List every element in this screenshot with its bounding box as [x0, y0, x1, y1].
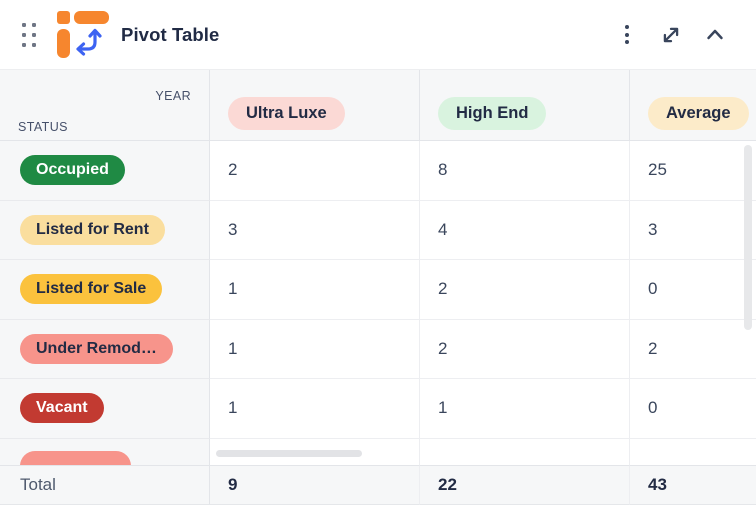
widget-title: Pivot Table: [121, 23, 220, 45]
vertical-scrollbar[interactable]: [744, 145, 752, 330]
data-cell: 3: [210, 200, 420, 260]
collapse-button[interactable]: [698, 18, 732, 52]
row-header-under-remodel: Under Remod…: [0, 319, 210, 379]
data-cell: 0: [630, 260, 756, 320]
status-pill: Listed for Sale: [20, 274, 163, 305]
column-pill: Ultra Luxe: [228, 97, 345, 130]
total-row-label: Total: [0, 464, 210, 505]
total-cell: 9: [210, 464, 420, 505]
data-cell: 4: [420, 200, 630, 260]
row-header-listed-for-sale: Listed for Sale: [0, 260, 210, 320]
total-cell: 22: [420, 464, 630, 505]
row-header-listed-for-rent: Listed for Rent: [0, 200, 210, 260]
data-cell: 2: [210, 141, 420, 201]
clipped-data-cell: [210, 438, 420, 465]
data-cell: 1: [210, 260, 420, 320]
data-cell: 2: [630, 319, 756, 379]
clipped-data-cell: [420, 438, 630, 465]
expand-button[interactable]: [654, 18, 688, 52]
status-pill: Occupied: [20, 155, 125, 186]
status-pill: Listed for Rent: [20, 214, 165, 245]
column-header-average: Average: [630, 70, 756, 141]
status-pill-clipped: [20, 450, 131, 465]
column-pill: High End: [438, 97, 547, 130]
column-header-high-end: High End: [420, 70, 630, 141]
total-cell: 43: [630, 464, 756, 505]
row-header-vacant: Vacant: [0, 379, 210, 439]
column-dimension-label: YEAR: [155, 89, 191, 103]
data-cell: 2: [420, 260, 630, 320]
row-header-occupied: Occupied: [0, 141, 210, 201]
drag-handle-icon[interactable]: [22, 22, 36, 47]
pivot-table-app-icon: [57, 11, 109, 58]
expand-icon: [663, 27, 679, 42]
status-pill: Under Remod…: [20, 333, 173, 364]
row-dimension-label: STATUS: [18, 120, 68, 134]
widget-header: Pivot Table: [0, 0, 756, 70]
column-header-ultra-luxe: Ultra Luxe: [210, 70, 420, 141]
clipped-data-cell: [630, 438, 756, 465]
data-cell: 3: [630, 200, 756, 260]
data-cell: 8: [420, 141, 630, 201]
column-pill: Average: [648, 97, 749, 130]
data-cell: 1: [420, 379, 630, 439]
data-cell: 2: [420, 319, 630, 379]
horizontal-scrollbar[interactable]: [216, 449, 362, 457]
data-cell: 1: [210, 379, 420, 439]
status-pill: Vacant: [20, 393, 104, 424]
data-cell: 25: [630, 141, 756, 201]
kebab-menu-icon: [625, 25, 629, 44]
data-cell: 1: [210, 319, 420, 379]
row-header-clipped: [0, 438, 210, 465]
pivot-grid: YEAR STATUS Ultra Luxe High End Average …: [0, 70, 756, 510]
chevron-up-icon: [707, 29, 723, 39]
data-cell: 0: [630, 379, 756, 439]
menu-button[interactable]: [610, 18, 644, 52]
pivot-corner-cell: YEAR STATUS: [0, 70, 210, 141]
